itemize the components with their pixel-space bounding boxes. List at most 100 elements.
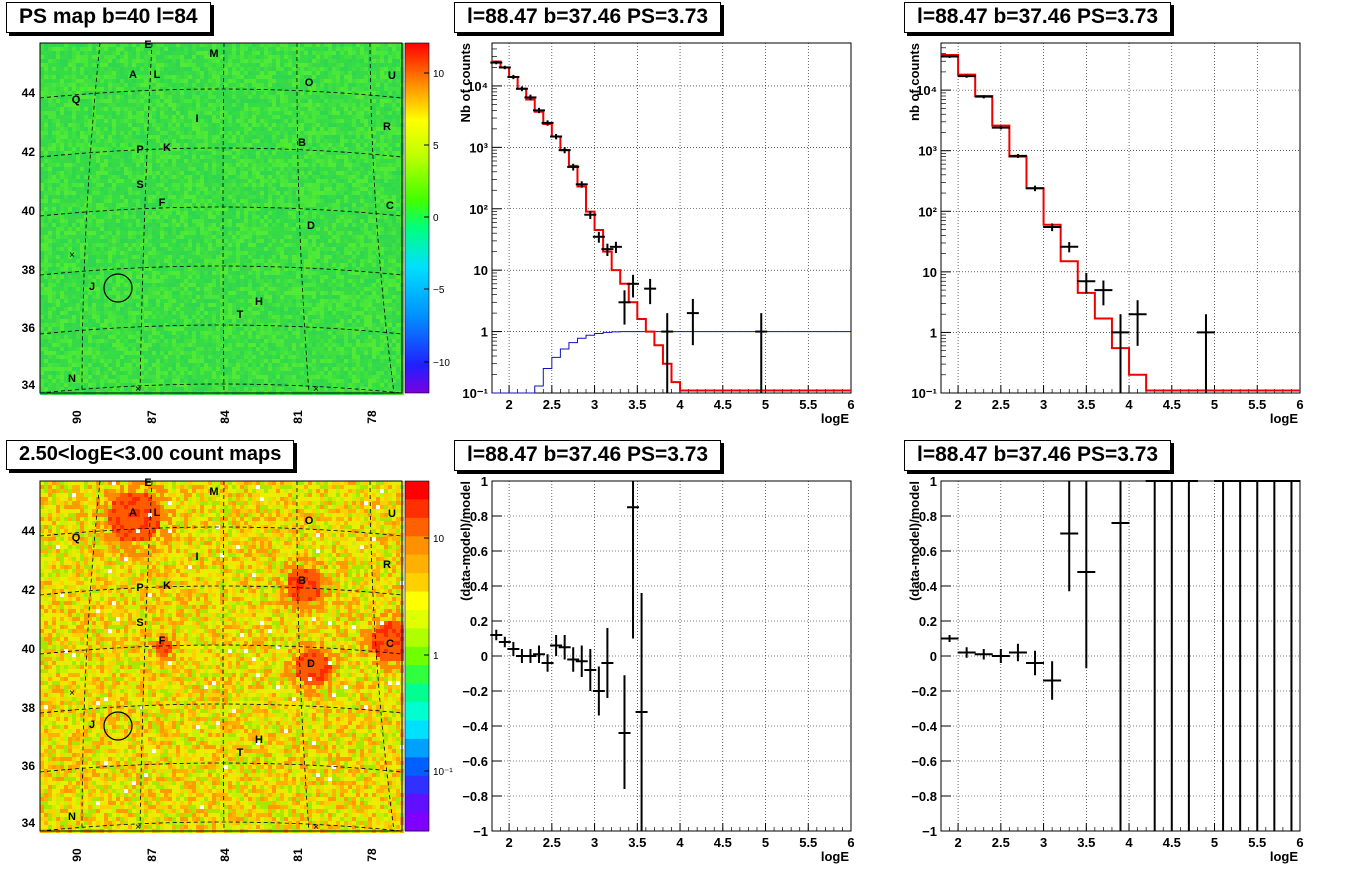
map-pixel xyxy=(308,127,312,131)
map-pixel xyxy=(324,219,328,223)
map-pixel xyxy=(160,87,164,91)
map-pixel xyxy=(276,71,280,75)
map-pixel xyxy=(396,175,400,179)
map-pixel xyxy=(136,99,140,103)
map-pixel xyxy=(284,171,288,175)
map-pixel xyxy=(92,71,96,75)
map-pixel xyxy=(72,75,76,79)
map-pixel xyxy=(132,63,136,67)
map-pixel xyxy=(72,55,76,59)
map-pixel xyxy=(308,239,312,243)
map-pixel xyxy=(160,143,164,147)
map-pixel xyxy=(156,43,160,47)
map-pixel xyxy=(112,83,116,87)
map-pixel xyxy=(212,51,216,55)
map-pixel xyxy=(396,199,400,203)
map-pixel xyxy=(292,235,296,239)
map-pixel xyxy=(88,99,92,103)
map-pixel xyxy=(312,135,316,139)
map-pixel xyxy=(196,135,200,139)
map-pixel xyxy=(64,247,68,251)
map-pixel xyxy=(88,191,92,195)
map-pixel xyxy=(228,203,232,207)
map-pixel xyxy=(64,103,68,107)
map-pixel xyxy=(224,95,228,99)
map-pixel xyxy=(100,67,104,71)
map-pixel xyxy=(316,255,320,259)
map-pixel xyxy=(148,239,152,243)
map-pixel xyxy=(204,135,208,139)
map-pixel xyxy=(216,175,220,179)
map-pixel xyxy=(148,235,152,239)
map-pixel xyxy=(384,167,388,171)
map-pixel xyxy=(316,59,320,63)
map-pixel xyxy=(220,183,224,187)
map-pixel xyxy=(324,55,328,59)
map-pixel xyxy=(152,183,156,187)
map-pixel xyxy=(280,227,284,231)
map-pixel xyxy=(248,75,252,79)
map-pixel xyxy=(212,123,216,127)
map-pixel xyxy=(232,175,236,179)
map-pixel xyxy=(148,167,152,171)
map-pixel xyxy=(164,131,168,135)
map-pixel xyxy=(208,55,212,59)
map-pixel xyxy=(148,111,152,115)
map-pixel xyxy=(144,59,148,63)
map-pixel xyxy=(172,47,176,51)
map-pixel xyxy=(160,227,164,231)
map-pixel xyxy=(100,259,104,263)
map-pixel xyxy=(260,219,264,223)
map-pixel xyxy=(228,79,232,83)
map-pixel xyxy=(328,59,332,63)
map-pixel xyxy=(216,179,220,183)
map-pixel xyxy=(228,99,232,103)
map-pixel xyxy=(216,135,220,139)
map-pixel xyxy=(364,139,368,143)
map-pixel xyxy=(236,115,240,119)
map-pixel xyxy=(104,131,108,135)
map-pixel xyxy=(128,199,132,203)
map-pixel xyxy=(192,243,196,247)
map-pixel xyxy=(92,87,96,91)
map-pixel xyxy=(124,147,128,151)
map-pixel xyxy=(348,223,352,227)
map-pixel xyxy=(72,91,76,95)
map-pixel xyxy=(216,43,220,47)
map-pixel xyxy=(304,143,308,147)
map-pixel xyxy=(356,59,360,63)
map-pixel xyxy=(80,143,84,147)
map-pixel xyxy=(284,183,288,187)
map-pixel xyxy=(240,187,244,191)
map-pixel xyxy=(256,247,260,251)
map-pixel xyxy=(260,135,264,139)
map-pixel xyxy=(256,67,260,71)
map-pixel xyxy=(372,75,376,79)
map-pixel xyxy=(384,59,388,63)
map-pixel xyxy=(68,95,72,99)
map-pixel xyxy=(268,259,272,263)
map-pixel xyxy=(208,195,212,199)
map-pixel xyxy=(224,163,228,167)
map-pixel xyxy=(212,163,216,167)
map-pixel xyxy=(388,231,392,235)
map-pixel xyxy=(72,231,76,235)
map-pixel xyxy=(304,123,308,127)
map-pixel xyxy=(384,43,388,47)
map-pixel xyxy=(108,131,112,135)
map-pixel xyxy=(328,167,332,171)
map-pixel xyxy=(280,47,284,51)
map-pixel xyxy=(76,107,80,111)
map-pixel xyxy=(292,151,296,155)
map-pixel xyxy=(88,239,92,243)
map-pixel xyxy=(80,123,84,127)
map-pixel xyxy=(260,59,264,63)
map-pixel xyxy=(84,131,88,135)
map-pixel xyxy=(168,107,172,111)
map-pixel xyxy=(152,247,156,251)
map-pixel xyxy=(252,199,256,203)
map-pixel xyxy=(56,183,60,187)
map-pixel xyxy=(296,223,300,227)
map-pixel xyxy=(384,91,388,95)
map-pixel xyxy=(288,159,292,163)
